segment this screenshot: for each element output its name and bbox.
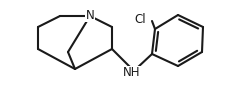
Text: Cl: Cl: [134, 13, 146, 25]
Text: N: N: [86, 8, 94, 22]
Text: NH: NH: [123, 66, 141, 80]
